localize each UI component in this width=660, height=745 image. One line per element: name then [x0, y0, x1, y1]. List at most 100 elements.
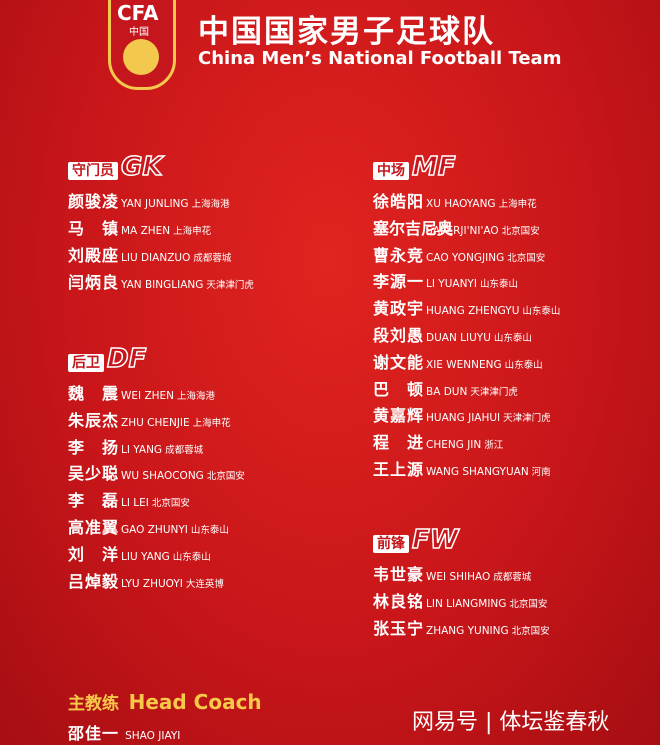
player-name: 王上源: [373, 460, 423, 479]
player-pinyin: ZHU CHENJIE: [121, 416, 190, 429]
player-row: 颜骏凌 YAN JUNLING 上海海港: [68, 188, 230, 212]
player-pinyin: ZHANG YUNING: [426, 625, 509, 637]
player-club: 北京国安: [206, 471, 245, 483]
player-row: 林良铭 LIN LIANGMING 北京国安: [373, 588, 547, 612]
player-row: 李磊 LI LEI 北京国安: [68, 487, 190, 511]
player-club: 大连英博: [185, 578, 224, 590]
player-name: 巴顿: [373, 379, 423, 399]
player-pinyin: XIE WENNENG: [426, 358, 502, 371]
section-header: 前锋 FW: [373, 524, 459, 556]
player-name: 魏震: [68, 384, 118, 403]
player-name: 吕焯毅: [68, 571, 118, 591]
section-code: GK: [120, 151, 163, 183]
player-row: 吕焯毅 LYU ZHUOYI 大连英博: [68, 568, 224, 592]
player-club: 北京国安: [511, 626, 550, 637]
player-row: 李源一 LI YUANYI 山东泰山: [373, 268, 518, 292]
player-name: 塞尔吉尼奥: [373, 218, 454, 238]
player-club: 天津津门虎: [470, 386, 518, 398]
player-name: 张玉宁: [373, 619, 423, 638]
player-row: 巴顿 BA DUN 天津津门虎: [373, 376, 518, 400]
player-club: 山东泰山: [172, 551, 211, 563]
coach-label-cn: 主教练: [68, 694, 119, 714]
player-row: 闫炳良 YAN BINGLIANG 天津津门虎: [68, 269, 254, 293]
player-pinyin: LI YANG: [121, 443, 163, 456]
player-pinyin: XU HAOYANG: [426, 198, 496, 210]
player-club: 山东泰山: [493, 333, 532, 344]
coach-label-en: Head Coach: [128, 690, 262, 714]
player-pinyin: LIU YANG: [121, 550, 170, 563]
section-code: DF: [106, 343, 147, 375]
player-name: 吴少聪: [68, 464, 118, 484]
player-pinyin: CAO YONGJING: [426, 251, 505, 264]
player-pinyin: WEI ZHEN: [121, 390, 175, 402]
player-pinyin: MA ZHEN: [121, 225, 171, 237]
player-pinyin: WEI SHIHAO: [426, 571, 491, 583]
logo: CFA 中国: [108, 0, 176, 90]
player-pinyin: WU SHAOCONG: [121, 470, 204, 483]
logo-emblem: [123, 39, 159, 75]
player-pinyin: LYU ZHUOYI: [121, 577, 183, 590]
player-row: 徐皓阳 XU HAOYANG 上海申花: [373, 188, 537, 212]
player-pinyin: GAO ZHUNYI: [121, 524, 188, 536]
title: 中国国家男子足球队: [198, 14, 495, 50]
coach-label: 主教练 Head Coach: [68, 689, 262, 714]
player-name: 颜骏凌: [68, 192, 118, 211]
player-club: 北京国安: [509, 599, 548, 610]
player-row: 朱辰杰 ZHU CHENJIE 上海申花: [68, 407, 231, 431]
player-row: 张玉宁 ZHANG YUNING 北京国安: [373, 615, 550, 639]
player-name: 李扬: [68, 437, 118, 457]
player-club: 河南: [531, 467, 551, 478]
player-row: 程进 CHENG JIN 浙江: [373, 429, 503, 453]
player-club: 上海申花: [173, 226, 212, 237]
player-pinyin: HUANG ZHENGYU: [426, 305, 520, 318]
coach: 邵佳一 SHAO JIAYI: [68, 720, 180, 744]
player-row: 刘洋 LIU YANG 山东泰山: [68, 541, 211, 565]
player-name: 闫炳良: [68, 273, 118, 292]
player-pinyin: BA DUN: [426, 385, 468, 398]
player-row: 高准翼 GAO ZHUNYI 山东泰山: [68, 514, 229, 538]
coach-pinyin: SHAO JIAYI: [125, 730, 181, 742]
player-name: 李源一: [373, 272, 423, 292]
player-pinyin: LI LEI: [121, 497, 149, 510]
player-name: 李磊: [68, 491, 118, 511]
logo-sub: 中国: [129, 27, 149, 38]
section-header: 守门员 GK: [68, 151, 163, 183]
player-name: 马镇: [68, 219, 118, 238]
player-name: 林良铭: [373, 592, 423, 611]
section-label: 守门员: [68, 162, 118, 180]
player-club: 上海申花: [192, 417, 231, 429]
player-club: 山东泰山: [479, 279, 518, 291]
player-club: 成都蓉城: [193, 253, 232, 264]
player-club: 上海海港: [191, 199, 230, 210]
player-pinyin: LIN LIANGMING: [426, 598, 507, 610]
player-name: 黄嘉辉: [373, 406, 423, 426]
player-row: 吴少聪 WU SHAOCONG 北京国安: [68, 460, 245, 484]
section-header: 后卫 DF: [68, 343, 147, 375]
player-pinyin: HUANG JIAHUI: [426, 412, 501, 425]
player-club: 上海申花: [498, 199, 537, 210]
player-club: 北京国安: [507, 252, 546, 264]
player-name: 段刘愚: [373, 326, 423, 345]
player-row: 段刘愚 DUAN LIUYU 山东泰山: [373, 322, 532, 346]
player-pinyin: SAI ERJI'NI'AO: [426, 224, 499, 237]
player-pinyin: LI YUANYI: [426, 278, 477, 291]
player-club: 山东泰山: [522, 306, 561, 318]
player-name: 朱辰杰: [68, 410, 118, 430]
player-row: 王上源 WANG SHANGYUAN 河南: [373, 456, 551, 480]
player-name: 刘殿座: [68, 246, 118, 265]
player-club: 浙江: [484, 440, 504, 452]
player-row: 李扬 LI YANG 成都蓉城: [68, 434, 203, 458]
player-name: 黄政宇: [373, 299, 423, 319]
player-name: 韦世豪: [373, 565, 423, 584]
player-name: 谢文能: [373, 352, 423, 372]
player-pinyin: DUAN LIUYU: [426, 332, 491, 344]
player-club: 北京国安: [151, 498, 190, 510]
section-label: 中场: [373, 162, 409, 180]
player-pinyin: LIU DIANZUO: [121, 252, 191, 264]
player-row: 塞尔吉尼奥 SAI ERJI'NI'AO 北京国安: [373, 215, 540, 239]
logo-text: CFA: [117, 1, 159, 25]
coach-name: 邵佳一: [68, 724, 118, 743]
section-label: 后卫: [68, 354, 104, 372]
player-club: 天津津门虎: [206, 280, 254, 291]
player-club: 天津津门虎: [503, 413, 551, 425]
